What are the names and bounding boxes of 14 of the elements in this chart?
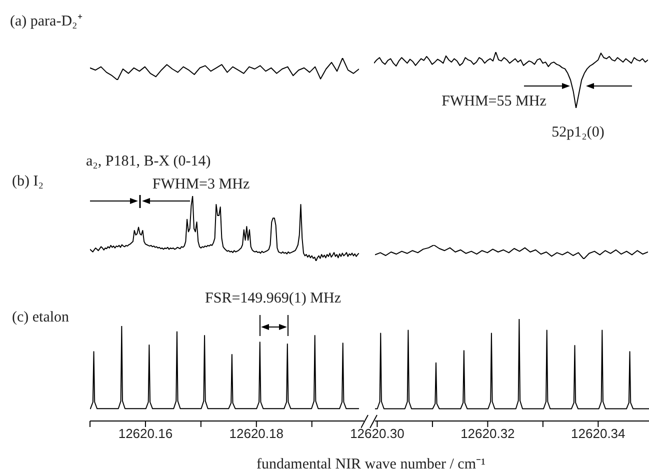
x-axis-title: fundamental NIR wave number / cm⁻¹: [256, 456, 486, 474]
text: FWHM=3 MHz: [152, 176, 250, 194]
text: 52p1₂(0): [552, 124, 604, 142]
chart-title: (a) para-D₂⁺: [10, 12, 82, 30]
chart-title: (b) I₂: [12, 174, 44, 190]
x-tick-label: 12620.16: [118, 426, 173, 442]
x-tick-label: 12620.18: [229, 426, 284, 442]
x-tick-label: 12620.34: [571, 426, 626, 442]
text: FSR=149.969(1) MHz: [205, 290, 341, 308]
x-tick-label: 12620.30: [350, 426, 404, 442]
annotation: FWHM=55 MHz: [442, 94, 546, 110]
text: a₂, P181, B-X (0-14): [86, 154, 211, 170]
chart-title: (c) etalon: [12, 310, 70, 326]
x-tick-label: 12620.32: [460, 426, 515, 442]
